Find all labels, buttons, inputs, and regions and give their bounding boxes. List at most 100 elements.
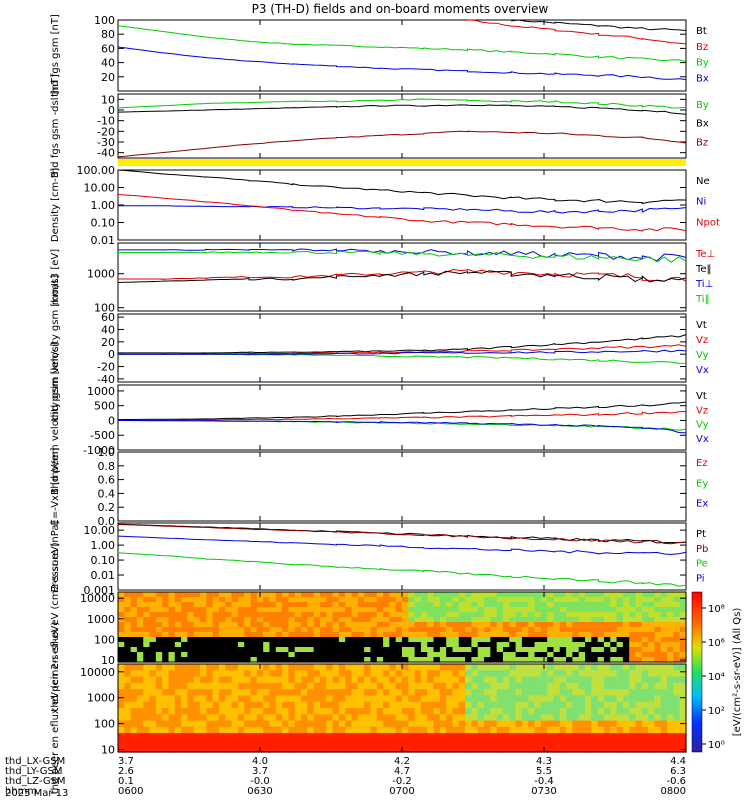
heatmap-cell bbox=[263, 689, 271, 697]
heatmap-cell bbox=[149, 701, 157, 709]
heatmap-cell bbox=[307, 670, 315, 678]
heatmap-cell bbox=[389, 647, 397, 653]
heatmap-cell bbox=[282, 657, 289, 663]
heatmap-cell bbox=[345, 612, 353, 618]
heatmap-cell bbox=[288, 695, 296, 703]
y-tick-label: 0.4 bbox=[98, 487, 116, 500]
heatmap-cell bbox=[553, 676, 561, 684]
heatmap-cell bbox=[433, 726, 441, 734]
heatmap-cell bbox=[181, 632, 189, 638]
heatmap-cell bbox=[136, 627, 144, 633]
heatmap-cell bbox=[174, 637, 182, 643]
heatmap-cell bbox=[200, 592, 207, 598]
heatmap-cell bbox=[326, 689, 334, 697]
heatmap-cell bbox=[275, 637, 283, 643]
heatmap-cell bbox=[244, 657, 252, 663]
heatmap-cell bbox=[471, 642, 479, 648]
heatmap-cell bbox=[383, 664, 390, 671]
heatmap-cell bbox=[136, 647, 144, 653]
heatmap-cell bbox=[610, 701, 618, 709]
heatmap-cell bbox=[408, 701, 416, 709]
heatmap-cell bbox=[231, 602, 239, 608]
heatmap-cell bbox=[301, 647, 308, 653]
heatmap-cell bbox=[212, 642, 220, 648]
heatmap-cell bbox=[275, 657, 283, 663]
heatmap-cell bbox=[200, 676, 207, 684]
heatmap-cell bbox=[149, 682, 157, 690]
heatmap-cell bbox=[490, 612, 498, 618]
heatmap-cell bbox=[244, 720, 252, 728]
heatmap-cell bbox=[420, 642, 428, 648]
heatmap-cell bbox=[484, 733, 491, 741]
heatmap-cell bbox=[477, 617, 485, 623]
heatmap-cell bbox=[231, 739, 239, 747]
legend-Ex: Ex bbox=[696, 499, 708, 510]
heatmap-cell bbox=[231, 733, 239, 741]
heatmap-cell bbox=[622, 664, 630, 671]
heatmap-cell bbox=[351, 607, 359, 613]
heatmap-cell bbox=[502, 720, 510, 728]
heatmap-cell bbox=[288, 739, 296, 747]
heatmap-cell bbox=[206, 720, 214, 728]
heatmap-cell bbox=[256, 720, 264, 728]
heatmap-cell bbox=[357, 745, 365, 753]
heatmap-cell bbox=[540, 637, 548, 643]
heatmap-cell bbox=[591, 637, 599, 643]
heatmap-cell bbox=[282, 714, 289, 722]
heatmap-cell bbox=[660, 745, 668, 753]
heatmap-cell bbox=[673, 657, 681, 663]
heatmap-cell bbox=[338, 714, 346, 722]
heatmap-cell bbox=[237, 708, 245, 715]
heatmap-cell bbox=[566, 592, 573, 598]
heatmap-cell bbox=[408, 670, 416, 678]
heatmap-cell bbox=[585, 652, 592, 658]
heatmap-cell bbox=[433, 612, 441, 618]
orbit-value: 3.7 bbox=[252, 766, 268, 777]
heatmap-cell bbox=[244, 637, 252, 643]
heatmap-cell bbox=[174, 739, 182, 747]
heatmap-cell bbox=[559, 622, 567, 628]
heatmap-cell bbox=[484, 627, 491, 633]
heatmap-cell bbox=[200, 720, 207, 728]
heatmap-cell bbox=[263, 726, 271, 734]
heatmap-cell bbox=[313, 612, 321, 618]
heatmap-cell bbox=[250, 592, 258, 598]
heatmap-cell bbox=[130, 602, 138, 608]
heatmap-cell bbox=[307, 632, 315, 638]
heatmap-cell bbox=[635, 612, 643, 618]
heatmap-cell bbox=[578, 708, 586, 715]
heatmap-cell bbox=[269, 689, 277, 697]
heatmap-cell bbox=[477, 745, 485, 753]
heatmap-cell bbox=[433, 657, 441, 663]
heatmap-cell bbox=[635, 739, 643, 747]
heatmap-cell bbox=[559, 592, 567, 598]
heatmap-cell bbox=[660, 676, 668, 684]
y-axis-label: Density [cm-3] bbox=[50, 168, 61, 242]
heatmap-cell bbox=[263, 652, 271, 658]
heatmap-cell bbox=[326, 622, 334, 628]
heatmap-cell bbox=[515, 689, 523, 697]
heatmap-cell bbox=[566, 726, 573, 734]
heatmap-cell bbox=[414, 689, 422, 697]
heatmap-cell bbox=[641, 745, 649, 753]
heatmap-cell bbox=[345, 657, 353, 663]
heatmap-cell bbox=[559, 647, 567, 653]
heatmap-cell bbox=[641, 647, 649, 653]
heatmap-cell bbox=[181, 592, 189, 598]
heatmap-cell bbox=[250, 733, 258, 741]
heatmap-cell bbox=[307, 642, 315, 648]
heatmap-cell bbox=[225, 607, 233, 613]
heatmap-cell bbox=[332, 733, 340, 741]
heatmap-cell bbox=[566, 701, 573, 709]
heatmap-cell bbox=[452, 612, 460, 618]
heatmap-cell bbox=[439, 695, 447, 703]
heatmap-cell bbox=[427, 745, 435, 753]
heatmap-cell bbox=[471, 597, 479, 603]
heatmap-cell bbox=[553, 682, 561, 690]
heatmap-cell bbox=[383, 739, 390, 747]
heatmap-cell bbox=[168, 670, 176, 678]
heatmap-cell bbox=[402, 647, 409, 653]
heatmap-cell bbox=[345, 637, 353, 643]
